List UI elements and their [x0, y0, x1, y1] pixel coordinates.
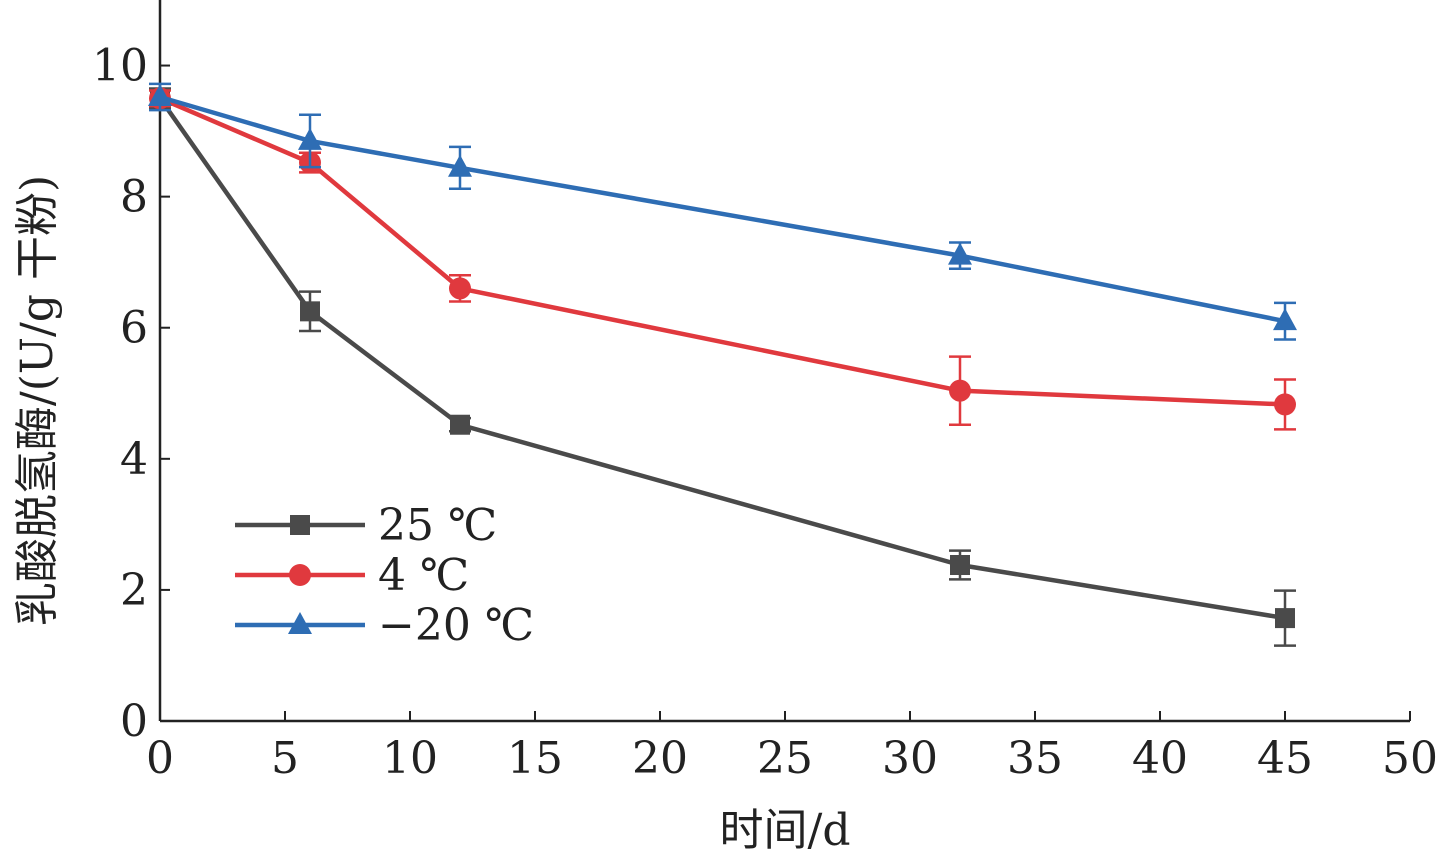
x-tick-label: 40 [1132, 733, 1188, 784]
data-point [950, 555, 970, 576]
x-tick-label: 50 [1382, 733, 1438, 784]
x-tick-label: 20 [632, 733, 688, 784]
legend-item: 4 ℃ [235, 550, 469, 601]
x-tick-label: 25 [757, 733, 813, 784]
legend-marker [289, 564, 311, 586]
data-point [300, 301, 320, 322]
data-point [1273, 308, 1297, 331]
x-tick-label: 10 [382, 733, 438, 784]
y-tick-label: 6 [120, 303, 148, 354]
data-point [949, 379, 971, 402]
x-tick-label: 30 [882, 733, 938, 784]
data-point [298, 127, 322, 150]
data-point [448, 154, 472, 177]
legend-marker [288, 612, 312, 634]
series-triangle [148, 82, 1297, 341]
x-tick-label: 35 [1007, 733, 1063, 784]
series-line [159, 94, 1286, 324]
x-tick-label: 5 [271, 733, 299, 784]
y-tick-label: 4 [120, 434, 148, 485]
y-tick-label: 2 [120, 565, 148, 616]
legend-label: 4 ℃ [378, 550, 469, 601]
data-point [1275, 608, 1295, 629]
legend-item: −20 ℃ [235, 600, 534, 651]
y-tick-label: 8 [120, 172, 148, 223]
data-point [948, 242, 972, 265]
series-layer [148, 82, 1297, 647]
legend-label: 25 ℃ [378, 500, 497, 551]
data-point [450, 414, 470, 435]
x-tick-label: 45 [1257, 733, 1313, 784]
data-point [1274, 393, 1296, 416]
x-tick-label: 15 [507, 733, 563, 784]
data-point [449, 277, 471, 300]
legend: 25 ℃4 ℃−20 ℃ [235, 500, 534, 651]
y-tick-label: 0 [120, 696, 148, 747]
series-circle [149, 87, 1296, 431]
y-axis-label: 乳酸脱氢酶/(U/g 干粉) [12, 175, 63, 626]
legend-item: 25 ℃ [235, 500, 497, 551]
data-point [148, 84, 172, 107]
x-tick-label: 0 [146, 733, 174, 784]
legend-marker [290, 515, 310, 535]
axes: 0 5 10 15 20 25 30 35 40 45 50 0 2 4 6 8 10 [92, 0, 1438, 784]
x-axis-label: 时间/d [720, 805, 851, 856]
legend-label: −20 ℃ [378, 600, 534, 651]
y-tick-label: 10 [92, 41, 148, 92]
